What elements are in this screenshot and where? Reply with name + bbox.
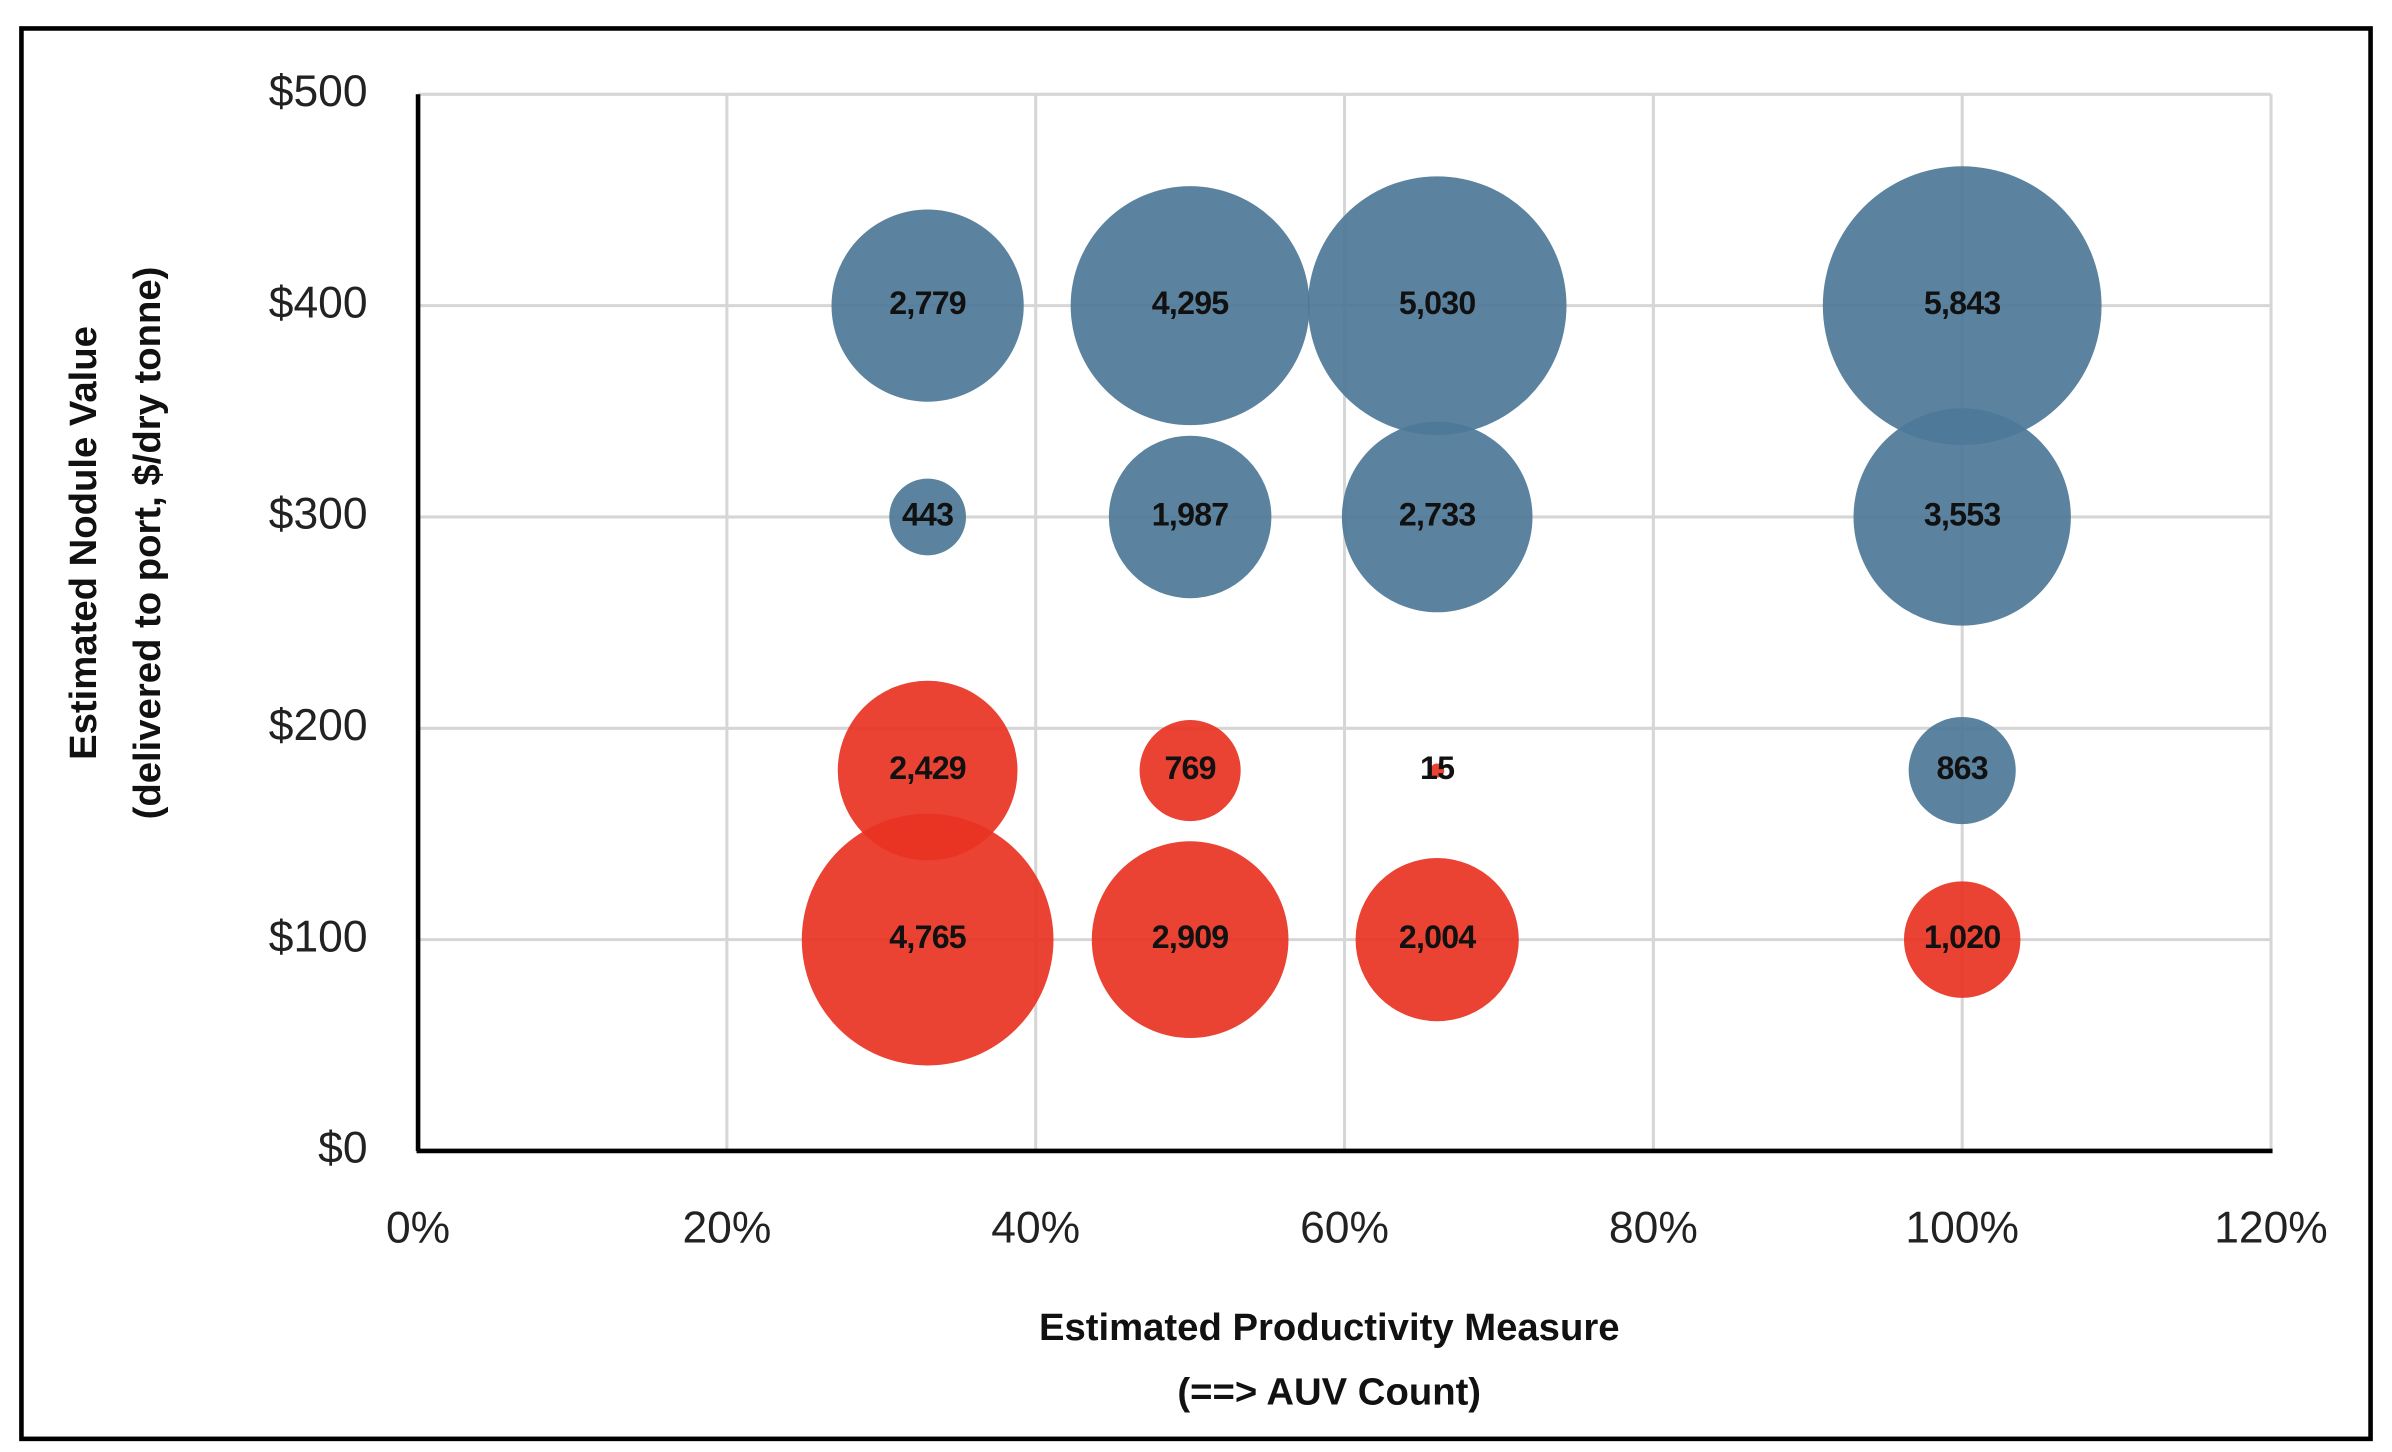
y-tick-label: $500 [269, 67, 368, 116]
x-axis-title: Estimated Productivity Measure [1039, 1306, 1620, 1349]
x-tick-label: 100% [1905, 1203, 2019, 1252]
bubble [1355, 858, 1519, 1022]
bubble [1341, 421, 1533, 613]
y-tick-label: $200 [269, 701, 368, 750]
x-tick-label: 40% [991, 1203, 1080, 1252]
data-label: 5,030 [1399, 285, 1476, 321]
data-label: 5,843 [1924, 285, 2001, 321]
data-label: 3,553 [1924, 496, 2001, 532]
bubble [1091, 841, 1289, 1038]
data-label: 4,295 [1152, 285, 1229, 321]
bubble [1430, 763, 1445, 778]
bubble [1070, 186, 1310, 426]
bubbles [801, 166, 2102, 1066]
x-tick-label: 60% [1300, 1203, 1389, 1252]
bubble [1908, 717, 2016, 825]
data-label: 2,004 [1399, 919, 1476, 955]
data-label: 863 [1937, 750, 1988, 786]
x-tick-label: 80% [1609, 1203, 1698, 1252]
y-tick-label: $0 [318, 1124, 367, 1173]
bubble [1139, 720, 1241, 822]
y-axis-title: (delivered to port, $/dry tonne) [126, 267, 169, 820]
data-label: 769 [1164, 750, 1215, 786]
data-label: 2,429 [889, 750, 966, 786]
bubble [889, 478, 966, 556]
x-tick-label: 0% [386, 1203, 450, 1252]
bubble [801, 813, 1054, 1066]
y-tick-label: $100 [269, 912, 368, 961]
x-tick-label: 120% [2214, 1203, 2328, 1252]
bubble [1903, 881, 2021, 998]
bubble [1822, 166, 2102, 445]
data-label: 1,987 [1152, 496, 1229, 532]
bubble [831, 209, 1024, 402]
x-axis-title: (==> AUV Count) [1177, 1371, 1481, 1414]
y-axis-title: Estimated Nodule Value [62, 326, 105, 760]
data-label: 2,909 [1152, 919, 1229, 955]
bubble [1307, 176, 1567, 435]
bubble [1108, 435, 1272, 599]
data-label: 2,779 [889, 285, 966, 321]
data-label: 2,733 [1399, 496, 1476, 532]
bubble [837, 680, 1018, 861]
data-label: 4,765 [889, 919, 966, 955]
data-label: 443 [902, 496, 953, 532]
y-tick-label: $400 [269, 278, 368, 327]
y-tick-label: $300 [269, 490, 368, 539]
data-label: 1,020 [1924, 919, 2001, 955]
data-label: 15 [1420, 750, 1454, 786]
bubble [1853, 408, 2071, 626]
x-tick-label: 20% [682, 1203, 771, 1252]
labels: 2,779 4,295 5,030 5,843 443 1,987 2,733 3,553 86… [889, 285, 2001, 955]
